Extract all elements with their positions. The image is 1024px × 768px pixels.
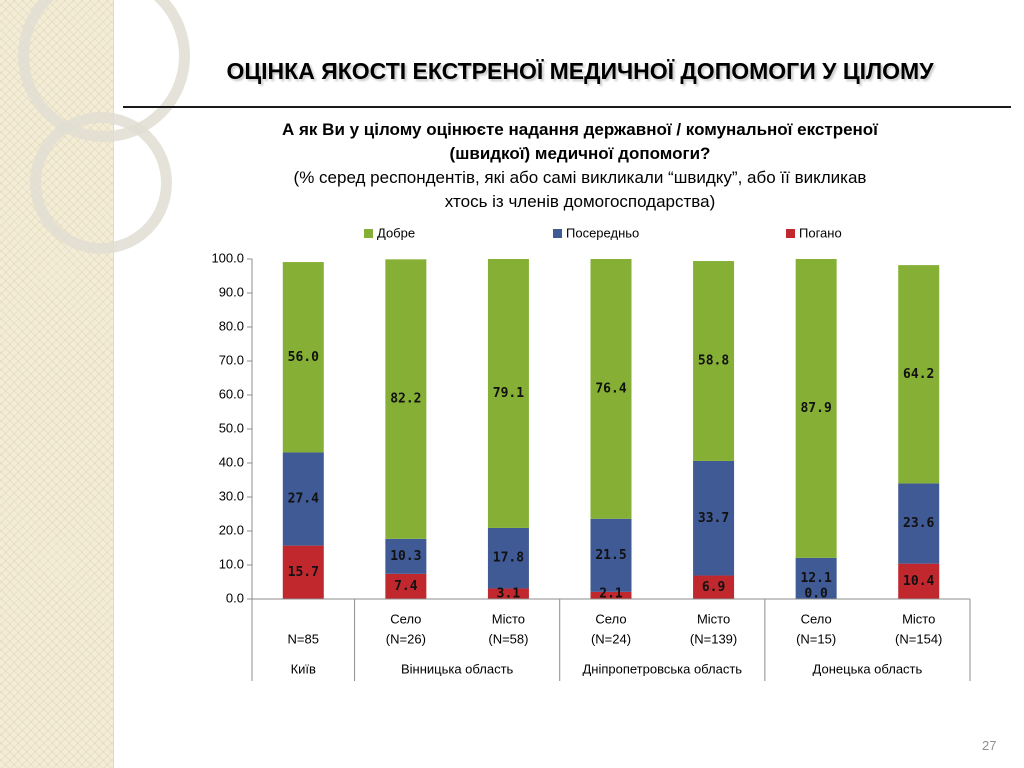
data-label: 7.4: [394, 579, 418, 594]
legend-label: Посередньо: [566, 225, 639, 240]
data-label: 87.9: [800, 401, 831, 416]
group-label: Дніпропетровська область: [582, 661, 742, 676]
group-label: Донецька область: [813, 661, 923, 676]
page-number: 27: [982, 738, 997, 753]
data-label: 21.5: [595, 548, 626, 563]
y-tick-label: 80.0: [219, 318, 244, 333]
note-line-2: хтось із членів домогосподарства): [444, 192, 716, 211]
legend-swatch: [553, 229, 562, 238]
bar-segment: [487, 259, 529, 528]
data-label: 23.6: [903, 516, 934, 531]
data-label: 2.1: [599, 587, 623, 602]
decorative-ring-middle: [30, 112, 172, 254]
data-label: 0.0: [804, 587, 828, 602]
bar-segment: [282, 452, 324, 546]
bar-segment: [693, 575, 735, 599]
legend-label: Погано: [799, 225, 842, 240]
bar-segment: [590, 259, 632, 519]
question-line-1: А як Ви у цілому оцінюєте надання держав…: [282, 120, 878, 139]
data-label: 15.7: [288, 565, 319, 580]
bar-segment: [693, 460, 735, 576]
data-label: 82.2: [390, 392, 421, 407]
respondent-note: (% серед респондентів, які або самі викл…: [150, 166, 1010, 214]
category-sample-size: (N=24): [591, 631, 631, 646]
data-label: 6.9: [702, 580, 725, 595]
category-sample-size: (N=139): [690, 631, 737, 646]
bar-segment: [898, 483, 940, 564]
note-line-1: (% серед респондентів, які або самі викл…: [293, 168, 867, 187]
category-sample-size: (N=15): [796, 631, 836, 646]
y-tick-label: 60.0: [219, 386, 244, 401]
y-tick-label: 20.0: [219, 522, 244, 537]
title-divider: [123, 106, 1011, 108]
category-label: Село: [595, 611, 626, 626]
bar-segment: [282, 545, 324, 599]
bar-segment: [898, 265, 940, 484]
bar-segment: [898, 563, 940, 599]
data-label: 17.8: [493, 551, 524, 566]
category-sample-size: (N=58): [488, 631, 528, 646]
bar-segment: [385, 573, 427, 599]
category-sample-size: (N=26): [386, 631, 426, 646]
y-tick-label: 0.0: [226, 590, 244, 605]
data-label: 79.1: [493, 386, 524, 401]
bar-segment: [385, 259, 427, 539]
legend-swatch: [364, 229, 373, 238]
group-label: Київ: [291, 661, 316, 676]
category-label: Село: [801, 611, 832, 626]
bar-segment: [590, 518, 632, 592]
data-label: 64.2: [903, 367, 934, 382]
data-label: 76.4: [595, 381, 626, 396]
category-sample-size: (N=154): [895, 631, 942, 646]
data-label: 10.4: [903, 574, 934, 589]
y-tick-label: 40.0: [219, 454, 244, 469]
group-label: Вінницька область: [401, 661, 514, 676]
question-line-2: (швидкої) медичної допомоги?: [449, 144, 711, 163]
bar-segment: [693, 261, 735, 461]
data-label: 33.7: [698, 511, 729, 526]
category-label: Село: [390, 611, 421, 626]
slide-title: ОЦІНКА ЯКОСТІ ЕКСТРЕНОЇ МЕДИЧНОЇ ДОПОМОГ…: [226, 58, 934, 84]
legend-swatch: [786, 229, 795, 238]
bar-segment: [282, 262, 324, 453]
y-tick-label: 70.0: [219, 352, 244, 367]
y-tick-label: 10.0: [219, 556, 244, 571]
survey-question: А як Ви у цілому оцінюєте надання держав…: [150, 118, 1010, 166]
bar-segment: [487, 527, 529, 589]
bar-segment: [795, 557, 837, 599]
data-label: 12.1: [800, 571, 831, 586]
y-tick-label: 100.0: [211, 250, 244, 265]
data-label: 10.3: [390, 549, 421, 564]
y-tick-label: 90.0: [219, 284, 244, 299]
category-label: Місто: [902, 611, 935, 626]
bar-segment: [385, 538, 427, 574]
data-label: 3.1: [497, 587, 521, 602]
legend-label: Добре: [377, 225, 415, 240]
data-label: 56.0: [288, 350, 319, 365]
category-sample-size: N=85: [288, 631, 319, 646]
data-label: 27.4: [288, 492, 319, 507]
bar-segment: [590, 591, 632, 599]
category-label: Місто: [492, 611, 525, 626]
bar-segment: [487, 588, 529, 599]
bar-segment: [795, 259, 837, 558]
y-tick-label: 50.0: [219, 420, 244, 435]
category-label: Місто: [697, 611, 730, 626]
data-label: 58.8: [698, 354, 729, 369]
y-tick-label: 30.0: [219, 488, 244, 503]
